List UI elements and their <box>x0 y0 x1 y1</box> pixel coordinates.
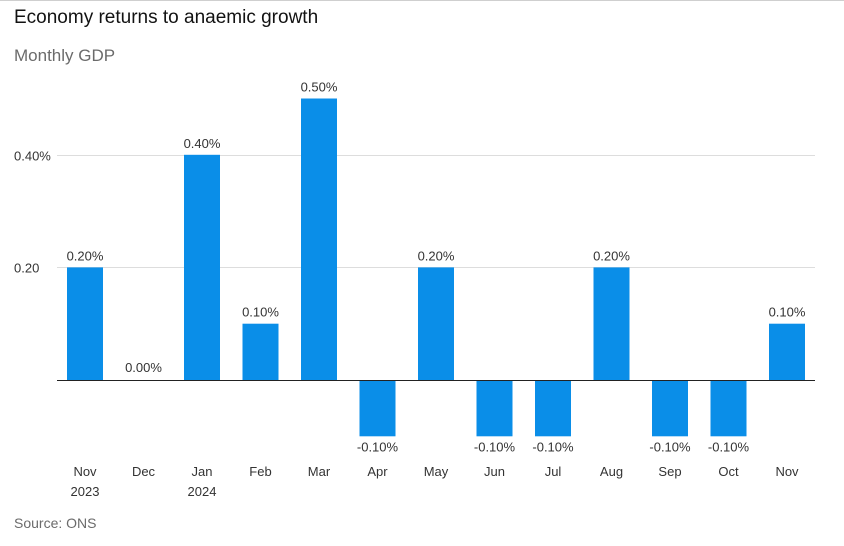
x-tick-label: Nov <box>73 464 97 479</box>
data-label: 0.20% <box>67 248 104 263</box>
bar <box>476 380 513 437</box>
y-tick-label: 0.20 <box>14 261 39 276</box>
x-tick-label: Feb <box>249 464 271 479</box>
top-rule <box>0 0 844 1</box>
bar <box>769 323 805 380</box>
bar <box>359 380 396 437</box>
bar <box>652 380 688 437</box>
bar <box>67 267 103 380</box>
data-label: -0.10% <box>532 439 574 454</box>
chart-title: Economy returns to anaemic growth <box>14 7 319 28</box>
bar <box>710 380 747 437</box>
data-label: -0.10% <box>357 439 399 454</box>
x-tick-label: May <box>424 464 449 479</box>
bar <box>242 323 279 380</box>
bar <box>184 154 220 380</box>
x-tick-label: Jan <box>192 464 213 479</box>
x-tick-year-label: 2023 <box>71 484 100 499</box>
data-label: 0.10% <box>769 305 806 320</box>
x-tick-label: Sep <box>658 464 681 479</box>
x-tick-label: Apr <box>367 464 388 479</box>
data-label: 0.20% <box>593 248 630 263</box>
bar <box>593 267 630 380</box>
data-label: -0.10% <box>649 439 691 454</box>
data-label: -0.10% <box>708 439 750 454</box>
data-label: 0.10% <box>242 305 279 320</box>
x-tick-label: Jun <box>484 464 505 479</box>
x-tick-year-label: 2024 <box>188 484 217 499</box>
x-tick-label: Oct <box>718 464 739 479</box>
x-tick-label: Aug <box>600 464 623 479</box>
x-tick-label: Dec <box>132 464 156 479</box>
y-tick-label: 0.40% <box>14 149 51 164</box>
data-label: 0.40% <box>184 136 221 151</box>
bar <box>301 98 337 380</box>
data-label: 0.00% <box>125 360 162 375</box>
chart-subtitle: Monthly GDP <box>14 46 116 65</box>
bar <box>418 267 454 380</box>
data-label: -0.10% <box>474 439 516 454</box>
source-note: Source: ONS <box>14 515 97 531</box>
data-label: 0.20% <box>418 248 455 263</box>
x-tick-label: Nov <box>775 464 799 479</box>
x-tick-label: Mar <box>308 464 331 479</box>
data-label: 0.50% <box>301 80 338 95</box>
bar <box>535 380 571 437</box>
x-tick-label: Jul <box>545 464 562 479</box>
